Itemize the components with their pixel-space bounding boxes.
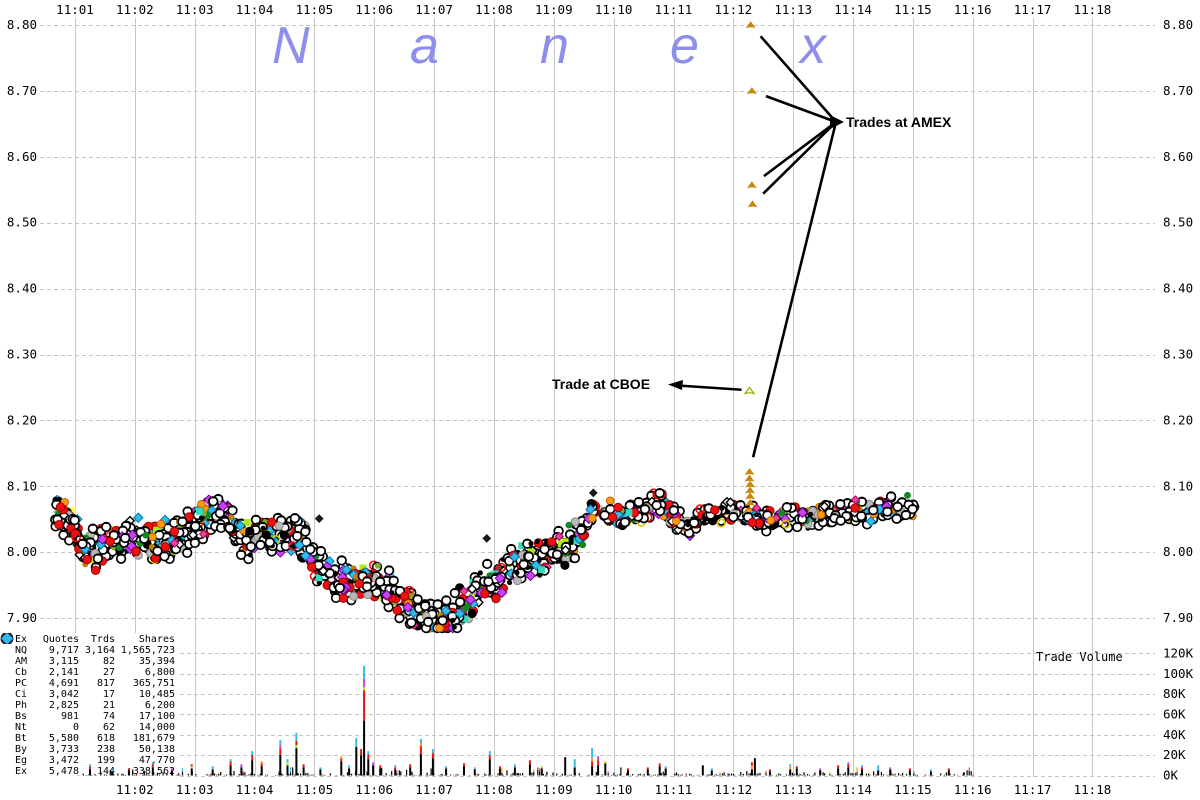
svg-text:11:15: 11:15 (894, 2, 932, 17)
svg-text:0K: 0K (1163, 768, 1179, 783)
svg-text:11:16: 11:16 (954, 782, 992, 797)
svg-text:11:11: 11:11 (655, 2, 693, 17)
watermark-letter: x (800, 17, 826, 75)
svg-text:11:17: 11:17 (1014, 782, 1052, 797)
svg-text:8.00: 8.00 (1163, 544, 1193, 559)
amex-trades-annotation: Trades at AMEX (846, 114, 952, 130)
svg-text:8.70: 8.70 (7, 83, 37, 98)
legend-row-bs: Bs 981 74 17,100 (1, 635, 175, 722)
legend-row-nq: NQ 9,717 3,164 1,565,723 (0, 633, 175, 656)
legend-row-am: AM 3,115 82 35,394 (1, 635, 175, 667)
svg-text:120K: 120K (1163, 645, 1194, 660)
watermark-letter: N (272, 17, 310, 75)
cboe-trade-annotation: Trade at CBOE (552, 376, 651, 392)
svg-text:80K: 80K (1163, 686, 1186, 701)
svg-text:11:13: 11:13 (774, 782, 812, 797)
svg-text:8.60: 8.60 (1163, 149, 1193, 164)
svg-text:11:07: 11:07 (415, 782, 453, 797)
svg-text:11:03: 11:03 (176, 2, 214, 17)
svg-text:11:10: 11:10 (595, 782, 633, 797)
exchange-marker-icon (1, 635, 15, 722)
svg-text:100K: 100K (1163, 666, 1194, 681)
svg-text:8.00: 8.00 (7, 544, 37, 559)
svg-text:40K: 40K (1163, 727, 1186, 742)
legend-row-ph: Ph 2,825 21 6,200 (1, 634, 175, 711)
svg-text:8.10: 8.10 (7, 478, 37, 493)
exchange-marker-icon (1, 635, 15, 678)
svg-text:11:12: 11:12 (715, 2, 753, 17)
svg-text:8.40: 8.40 (7, 281, 37, 296)
exchange-marker-icon (1, 635, 15, 733)
svg-text:11:18: 11:18 (1074, 2, 1112, 17)
svg-text:11:08: 11:08 (475, 782, 513, 797)
svg-text:11:03: 11:03 (176, 782, 214, 797)
exchange-marker-icon (0, 633, 15, 656)
legend-row-pc: PC 4,691 817 365,751 (1, 633, 175, 689)
legend-row-ci: Ci 3,042 17 10,485 (1, 634, 175, 700)
legend-header: Ex Quotes Trds Shares (15, 634, 175, 645)
svg-text:11:17: 11:17 (1014, 2, 1052, 17)
svg-text:11:10: 11:10 (595, 2, 633, 17)
svg-text:11:14: 11:14 (834, 782, 872, 797)
svg-text:11:04: 11:04 (236, 2, 274, 17)
svg-text:8.20: 8.20 (1163, 412, 1193, 427)
trade-volume-label: Trade Volume (1036, 650, 1123, 664)
svg-text:8.80: 8.80 (1163, 17, 1193, 32)
svg-text:11:01: 11:01 (56, 2, 94, 17)
svg-text:20K: 20K (1163, 747, 1186, 762)
svg-text:8.10: 8.10 (1163, 478, 1193, 493)
svg-text:60K: 60K (1163, 706, 1186, 721)
exchange-legend: Ex Quotes Trds Shares NQ 9,717 3,164 1,565,723 A… (0, 633, 178, 778)
svg-text:11:06: 11:06 (355, 2, 393, 17)
svg-text:8.60: 8.60 (7, 149, 37, 164)
exchange-marker-icon (0, 633, 15, 744)
svg-text:11:04: 11:04 (236, 782, 274, 797)
exchange-marker-icon (1, 634, 15, 700)
svg-text:8.50: 8.50 (7, 215, 37, 230)
svg-text:11:12: 11:12 (715, 782, 753, 797)
svg-text:11:02: 11:02 (116, 2, 154, 17)
svg-text:11:08: 11:08 (475, 2, 513, 17)
svg-text:11:18: 11:18 (1074, 782, 1112, 797)
watermark-letter: e (670, 17, 699, 75)
svg-text:11:09: 11:09 (535, 782, 573, 797)
exchange-marker-icon (1, 633, 15, 755)
legend-row-cb: Cb 2,141 27 6,800 (1, 635, 175, 678)
svg-text:11:15: 11:15 (894, 782, 932, 797)
exchange-marker-icon (1, 633, 15, 689)
svg-text:11:16: 11:16 (954, 2, 992, 17)
legend-row-eg: Eg 3,472 199 47,770 (1, 633, 175, 766)
svg-text:11:05: 11:05 (296, 2, 334, 17)
svg-text:8.70: 8.70 (1163, 83, 1193, 98)
exchange-marker-icon (1, 635, 15, 667)
legend-row-ex: Ex 5,478 144 338,562 (0, 633, 175, 777)
legend-row-by: By 3,733 238 50,138 (1, 633, 175, 755)
legend-row-nt: Nt 0 62 14,000 (1, 635, 175, 733)
watermark-letter: n (540, 17, 569, 75)
svg-text:8.30: 8.30 (1163, 347, 1193, 362)
svg-text:11:07: 11:07 (415, 2, 453, 17)
svg-text:11:06: 11:06 (355, 782, 393, 797)
svg-text:8.20: 8.20 (7, 412, 37, 427)
exchange-marker-icon (0, 633, 15, 777)
legend-row-bt: Bt 5,580 618 181,679 (0, 633, 175, 744)
svg-text:11:14: 11:14 (834, 2, 872, 17)
svg-text:11:02: 11:02 (116, 782, 154, 797)
svg-text:11:05: 11:05 (296, 782, 334, 797)
svg-text:11:09: 11:09 (535, 2, 573, 17)
svg-text:7.90: 7.90 (7, 610, 37, 625)
svg-text:11:11: 11:11 (655, 782, 693, 797)
svg-text:8.40: 8.40 (1163, 281, 1193, 296)
svg-text:7.90: 7.90 (1163, 610, 1193, 625)
exchange-marker-icon (1, 634, 15, 711)
svg-text:8.30: 8.30 (7, 347, 37, 362)
svg-text:8.50: 8.50 (1163, 215, 1193, 230)
svg-text:11:13: 11:13 (774, 2, 812, 17)
svg-text:8.80: 8.80 (7, 17, 37, 32)
exchange-marker-icon (1, 633, 15, 766)
watermark-letter: a (410, 17, 439, 75)
